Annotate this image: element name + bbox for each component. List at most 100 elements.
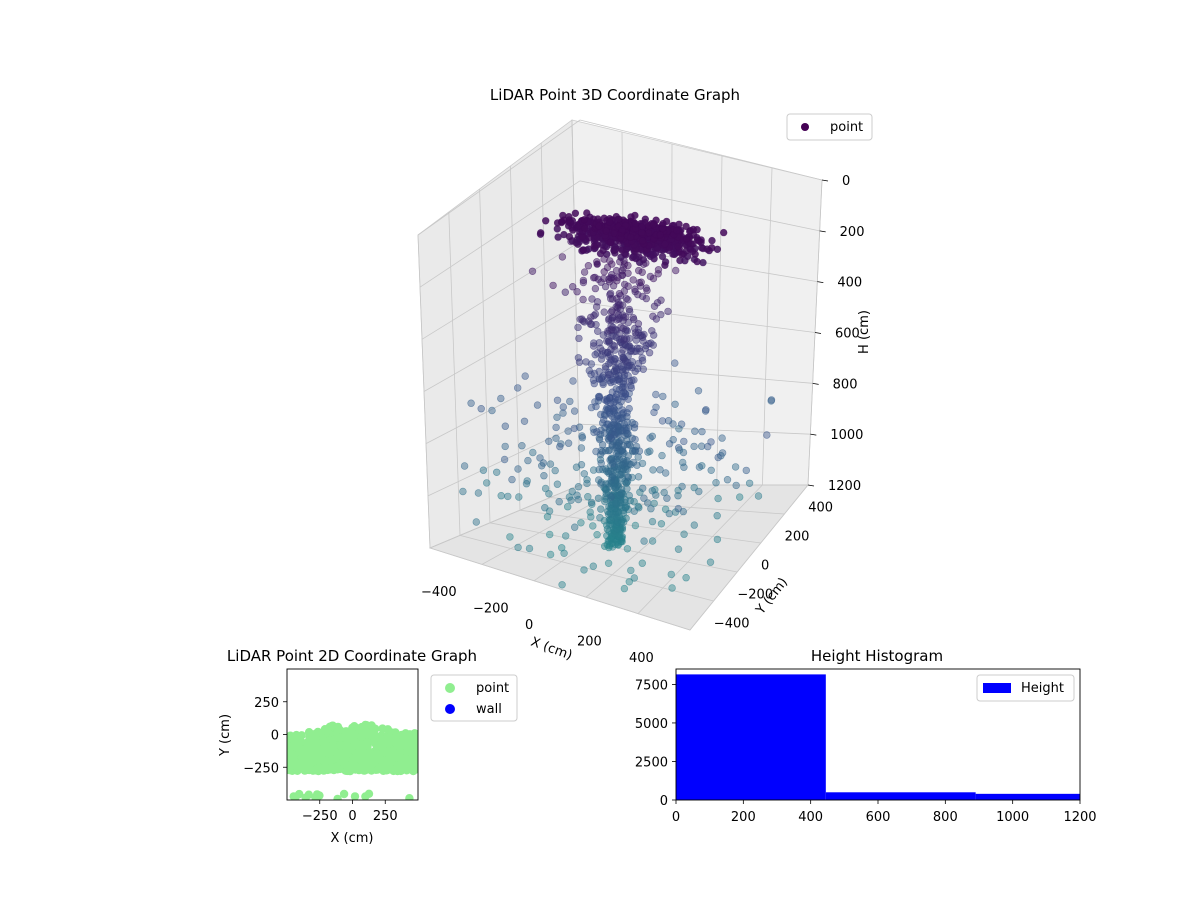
point-3d bbox=[552, 434, 560, 442]
point-3d bbox=[706, 558, 715, 566]
grid-line bbox=[579, 180, 820, 232]
point-3d bbox=[592, 402, 600, 411]
legend-3d-marker bbox=[801, 123, 809, 131]
point-3d bbox=[529, 448, 537, 457]
point-3d bbox=[596, 513, 604, 522]
point-3d bbox=[708, 236, 716, 245]
point-3d bbox=[569, 377, 577, 385]
point-3d bbox=[648, 517, 657, 526]
grid-line bbox=[571, 119, 581, 486]
point-3d bbox=[595, 222, 603, 230]
point-3d bbox=[518, 442, 526, 450]
point-3d bbox=[622, 426, 630, 435]
point-3d bbox=[559, 409, 567, 417]
point-3d bbox=[632, 254, 640, 263]
point-3d bbox=[573, 491, 581, 499]
ztick-mark bbox=[819, 230, 826, 233]
point-3d bbox=[533, 401, 542, 409]
point-3d bbox=[574, 483, 583, 491]
point-3d bbox=[640, 537, 648, 545]
point-2d bbox=[305, 765, 314, 775]
point-3d bbox=[695, 487, 703, 496]
plot-3d: 0 200 400 600 800 1000 1200 −400 −200 0 200 400 −400… bbox=[417, 86, 873, 666]
point-3d bbox=[524, 456, 532, 465]
point-3d bbox=[593, 327, 602, 335]
point-3d bbox=[543, 513, 552, 521]
point-3d bbox=[718, 449, 727, 457]
point-2d bbox=[415, 729, 418, 738]
point-3d bbox=[618, 226, 627, 234]
point-3d bbox=[635, 344, 643, 353]
point-3d bbox=[656, 466, 664, 474]
point-3d bbox=[618, 446, 627, 454]
legend-2d-marker-wall bbox=[445, 704, 455, 714]
point-3d bbox=[567, 496, 575, 504]
point-2d bbox=[324, 749, 333, 758]
point-3d bbox=[593, 530, 601, 539]
point-3d bbox=[549, 281, 557, 290]
point-3d bbox=[638, 484, 647, 492]
ztick-mark bbox=[807, 484, 815, 487]
ytick-label: 200 bbox=[785, 530, 810, 545]
point-3d bbox=[561, 288, 569, 296]
point-3d bbox=[619, 324, 627, 332]
point-2d bbox=[336, 733, 345, 743]
point-3d bbox=[610, 342, 619, 350]
point-3d bbox=[579, 246, 587, 254]
point-2d bbox=[366, 751, 375, 761]
point-3d bbox=[600, 268, 608, 276]
point-3d bbox=[659, 392, 667, 401]
point-3d bbox=[611, 540, 619, 548]
point-3d bbox=[656, 231, 664, 239]
point-3d bbox=[587, 313, 595, 321]
point-3d bbox=[678, 482, 686, 491]
point-3d bbox=[646, 447, 654, 455]
title-hist: Height Histogram bbox=[811, 647, 943, 665]
point-3d bbox=[718, 434, 726, 442]
ztick-label: 1200 bbox=[828, 479, 861, 494]
zlabel-3d: H (cm) bbox=[857, 310, 872, 354]
point-3d bbox=[497, 492, 505, 500]
point-3d bbox=[580, 470, 588, 478]
point-3d bbox=[620, 336, 628, 344]
point-3d bbox=[539, 459, 548, 467]
point-2d bbox=[323, 727, 332, 736]
point-3d bbox=[667, 570, 675, 579]
point-3d bbox=[627, 384, 635, 392]
point-2d bbox=[364, 789, 374, 798]
point-3d bbox=[575, 334, 583, 343]
point-3d bbox=[615, 215, 623, 223]
point-2d bbox=[385, 755, 395, 764]
point-3d bbox=[668, 584, 676, 592]
point-3d bbox=[579, 276, 588, 285]
point-3d bbox=[553, 413, 561, 421]
point-2d bbox=[397, 730, 407, 740]
point-3d bbox=[697, 442, 706, 450]
point-2d bbox=[305, 740, 314, 750]
point-3d bbox=[570, 424, 578, 433]
point-3d bbox=[506, 533, 514, 541]
point-3d bbox=[623, 545, 632, 553]
ztick-mark bbox=[814, 332, 822, 334]
point-2d bbox=[350, 731, 359, 740]
point-3d bbox=[600, 214, 608, 222]
point-3d bbox=[675, 425, 683, 433]
point-3d bbox=[607, 477, 615, 485]
point-2d bbox=[339, 789, 349, 799]
point-3d bbox=[654, 266, 663, 274]
point-3d bbox=[680, 437, 688, 446]
point-3d bbox=[630, 574, 638, 582]
point-2d bbox=[371, 740, 381, 749]
legend-2d: point wall bbox=[430, 674, 518, 722]
point-3d bbox=[599, 416, 608, 424]
ztick-label: 1000 bbox=[830, 428, 863, 443]
point-3d bbox=[630, 424, 639, 432]
point-3d bbox=[606, 238, 614, 247]
point-2d bbox=[412, 763, 418, 772]
point-3d bbox=[558, 253, 567, 261]
point-3d bbox=[634, 473, 643, 481]
point-2d bbox=[320, 763, 329, 772]
point-3d bbox=[601, 363, 610, 371]
point-2d bbox=[306, 759, 315, 768]
